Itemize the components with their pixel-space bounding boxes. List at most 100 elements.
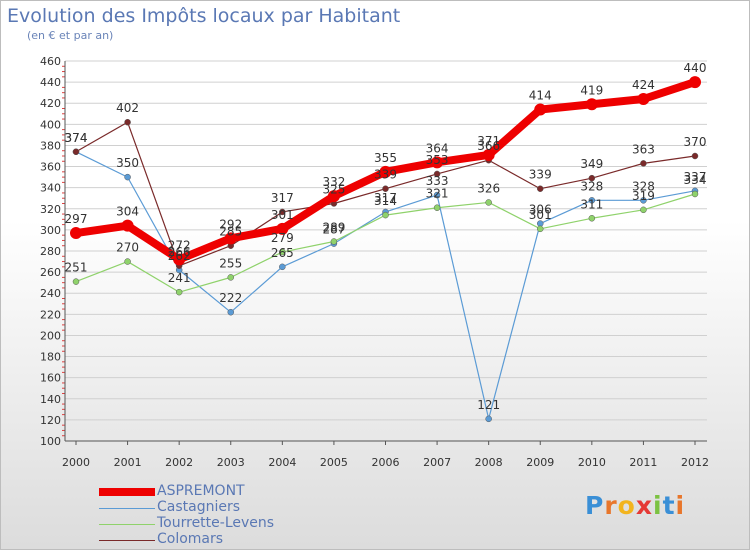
data-label: 222: [219, 291, 242, 305]
logo-letter: x: [635, 491, 653, 520]
legend-label: Castagniers: [157, 499, 241, 515]
y-tick-label: 100: [40, 435, 61, 448]
data-point: [279, 208, 286, 216]
legend-label: Tourrette-Levens: [157, 515, 275, 531]
data-point: [382, 211, 389, 219]
data-label: 321: [426, 187, 449, 201]
data-point: [482, 148, 495, 161]
data-label: 314: [374, 194, 397, 208]
y-tick-label: 320: [40, 203, 61, 216]
data-point: [175, 288, 183, 296]
data-label: 326: [477, 181, 500, 195]
data-point: [327, 190, 340, 203]
data-label: 334: [684, 173, 707, 187]
x-tick-label: 2009: [526, 456, 554, 469]
y-tick-label: 160: [40, 372, 61, 385]
data-label: 424: [632, 78, 655, 92]
data-label: 339: [374, 168, 397, 182]
data-point: [224, 232, 237, 245]
data-point: [485, 199, 492, 206]
data-label: 370: [684, 135, 707, 149]
legend-swatch: [99, 524, 155, 525]
x-tick-label: 2012: [681, 456, 709, 469]
data-point: [588, 197, 596, 204]
legend-label: Colomars: [157, 531, 224, 547]
logo-letter: t: [662, 491, 676, 520]
y-tick-label: 440: [40, 76, 61, 89]
data-point: [640, 197, 647, 204]
data-label: 339: [529, 168, 552, 182]
data-label: 349: [580, 157, 603, 171]
data-label: 332: [322, 175, 345, 189]
data-label: 311: [580, 197, 603, 211]
data-label: 306: [529, 203, 552, 217]
x-tick-label: 2001: [114, 456, 142, 469]
data-point: [70, 227, 82, 240]
data-label: 350: [116, 156, 139, 170]
y-tick-label: 120: [40, 414, 61, 427]
data-point: [689, 76, 701, 89]
data-point: [72, 278, 80, 285]
data-label: 301: [529, 208, 552, 222]
data-point: [121, 219, 134, 232]
data-label: 325: [322, 183, 345, 197]
data-point: [640, 160, 647, 167]
logo-letter: i: [675, 491, 686, 520]
data-point: [276, 222, 289, 235]
data-point: [227, 308, 234, 316]
data-point: [637, 93, 650, 105]
data-label: 272: [168, 238, 191, 252]
data-label: 270: [116, 241, 139, 255]
data-label: 301: [271, 208, 294, 222]
proxiti-logo: Proxiti: [585, 491, 685, 520]
logo-letter: o: [617, 491, 636, 520]
legend-label: ASPREMONT: [157, 483, 245, 499]
data-point: [330, 238, 338, 245]
data-label: 319: [632, 189, 655, 203]
data-label: 374: [65, 131, 88, 145]
data-point: [640, 206, 647, 214]
x-tick-label: 2002: [165, 456, 193, 469]
data-label: 363: [632, 142, 655, 156]
data-point: [173, 253, 186, 266]
data-point: [691, 190, 699, 198]
y-tick-label: 240: [40, 287, 61, 300]
y-tick-label: 280: [40, 245, 61, 258]
data-label: 364: [426, 141, 449, 155]
data-label: 292: [219, 217, 242, 231]
data-label: 353: [426, 153, 449, 167]
data-point: [227, 274, 234, 281]
data-label: 366: [477, 139, 500, 153]
y-tick-label: 140: [40, 393, 61, 406]
y-tick-label: 180: [40, 351, 61, 364]
x-tick-label: 2010: [578, 456, 606, 469]
x-tick-label: 2011: [629, 456, 657, 469]
data-point: [433, 170, 441, 178]
x-tick-label: 2007: [423, 456, 451, 469]
y-tick-label: 460: [40, 55, 61, 68]
y-tick-label: 220: [40, 308, 61, 321]
data-point: [124, 118, 131, 126]
y-tick-label: 400: [40, 118, 61, 131]
data-label: 414: [529, 89, 552, 103]
data-label: 328: [580, 179, 603, 193]
y-tick-label: 360: [40, 161, 61, 174]
data-label: 328: [632, 179, 655, 193]
data-label: 285: [219, 225, 242, 239]
data-label: 304: [116, 205, 139, 219]
logo-letter: i: [653, 491, 663, 520]
data-point: [588, 174, 596, 182]
data-label: 402: [116, 101, 139, 115]
data-point: [585, 98, 598, 111]
data-label: 251: [65, 261, 88, 275]
data-point: [537, 225, 544, 233]
chart-title: Evolution des Impôts locaux par Habitant: [7, 5, 401, 27]
data-label: 121: [477, 398, 500, 412]
data-label: 317: [374, 191, 397, 205]
data-point: [431, 156, 444, 169]
legend-swatch: [99, 540, 155, 541]
x-tick-label: 2003: [217, 456, 245, 469]
data-point: [382, 185, 389, 192]
